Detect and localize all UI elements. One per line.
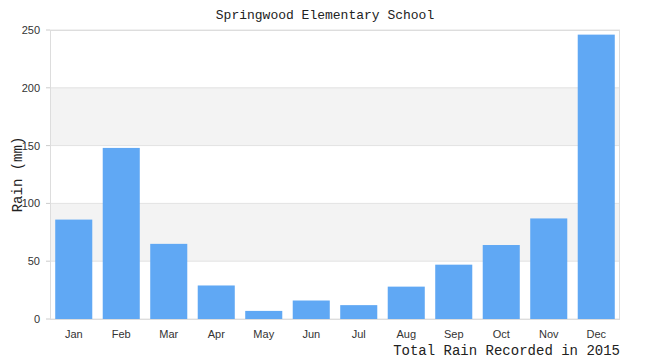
y-tick-label: 200 — [22, 82, 40, 94]
bar — [340, 305, 377, 319]
y-axis-label: Rain (mm) — [10, 137, 26, 213]
bar — [435, 265, 472, 319]
bar — [198, 285, 235, 319]
bar — [388, 287, 425, 319]
y-tick — [46, 261, 50, 262]
chart-root: 050100150200250JanFebMarAprMayJunJulAugS… — [0, 0, 650, 360]
bar — [245, 311, 282, 319]
y-tick — [46, 203, 50, 204]
y-tick — [46, 30, 50, 31]
bar — [483, 245, 520, 319]
y-tick-label: 250 — [22, 24, 40, 36]
bar — [530, 218, 567, 319]
x-tick-label: Jun — [302, 328, 320, 340]
x-tick-label: Jan — [65, 328, 83, 340]
y-tick-label: 50 — [28, 255, 40, 267]
plot-background — [50, 30, 620, 319]
bars — [55, 35, 615, 319]
x-tick-label: Apr — [208, 328, 225, 340]
bar — [103, 148, 140, 319]
x-tick-label: Dec — [586, 328, 606, 340]
x-tick-label: May — [253, 328, 274, 340]
chart-title: Springwood Elementary School — [216, 8, 435, 23]
plot-frame — [51, 31, 620, 320]
bar — [55, 220, 92, 319]
x-tick-label: Aug — [396, 328, 416, 340]
grid-line — [50, 87, 620, 88]
bar — [150, 244, 187, 319]
y-tick — [46, 319, 50, 320]
y-tick-label: 0 — [34, 313, 40, 325]
bar — [293, 301, 330, 319]
bar — [578, 35, 615, 319]
x-tick-label: Nov — [539, 328, 559, 340]
x-tick-label: Jul — [352, 328, 366, 340]
y-tick — [46, 87, 50, 88]
x-tick-label: Feb — [112, 328, 131, 340]
x-tick-label: Mar — [159, 328, 178, 340]
y-tick — [46, 145, 50, 146]
chart-svg: 050100150200250JanFebMarAprMayJunJulAugS… — [0, 0, 650, 360]
grid-line — [50, 145, 620, 146]
x-tick-label: Sep — [444, 328, 464, 340]
grid-band — [50, 88, 620, 146]
x-tick-label: Oct — [493, 328, 510, 340]
x-axis-label: Total Rain Recorded in 2015 — [393, 343, 620, 359]
